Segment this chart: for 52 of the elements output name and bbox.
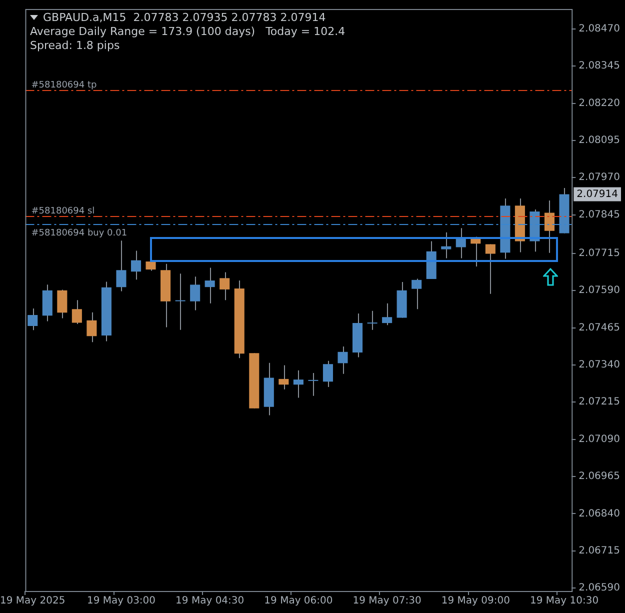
x-tick-label: 19 May 10:30 (530, 596, 599, 607)
ref-line-label: #58180694 buy 0.01 (31, 228, 128, 238)
candlestick (86, 312, 97, 343)
candlestick (366, 310, 378, 330)
y-tick-label: 2.07340 (578, 360, 620, 371)
candlestick (308, 372, 319, 396)
y-tick-label: 2.07715 (578, 248, 620, 260)
candlestick (72, 300, 82, 324)
y-tick-label: 2.08220 (578, 98, 620, 109)
candlestick (130, 250, 142, 280)
candlestick (441, 232, 452, 259)
y-tick-label: 2.08095 (578, 135, 620, 146)
text: 2.07914 (576, 188, 618, 200)
y-tick-label: 2.07590 (578, 285, 620, 296)
candlestick (116, 240, 126, 292)
candlestick (470, 236, 481, 268)
annotation: Spread: 1.8 pips (30, 39, 121, 53)
y-tick-label: 2.08470 (578, 24, 620, 35)
y-tick-label: 2.06840 (578, 508, 620, 520)
candlestick (57, 289, 68, 319)
candlestick (322, 360, 334, 388)
y-tick-label: 2.06965 (578, 471, 620, 482)
chart-title: GBPAUD.a,M15 2.07783 2.07935 2.07783 2.07914 (42, 11, 327, 25)
x-tick-label: 19 May 09:00 (441, 596, 510, 607)
x-tick-label: 19 May 06:00 (264, 596, 333, 607)
candlestick (293, 370, 304, 398)
candlestick (278, 364, 289, 390)
y-tick-label: 2.08345 (578, 60, 620, 72)
y-tick-label: 2.06590 (578, 582, 620, 594)
candlestick (382, 302, 392, 326)
candlestick (174, 273, 186, 330)
x-tick-label: 19 May 04:30 (176, 596, 244, 607)
candlestick (220, 272, 230, 301)
ref-line-label: #58180694 tp (31, 80, 97, 90)
y-tick-label: 2.06715 (578, 545, 620, 556)
y-tick-label: 2.07090 (578, 434, 620, 445)
candlestick (204, 267, 215, 304)
y-tick-label: 2.07970 (578, 172, 620, 184)
ref-line-label: #58180694 sl (31, 206, 95, 216)
x-tick-label: 19 May 2025 (0, 596, 66, 607)
x-tick-label: 19 May 07:30 (352, 596, 422, 607)
candlestick (412, 278, 422, 310)
candlestick (544, 200, 555, 254)
y-tick-label: 2.07215 (578, 396, 620, 408)
candlestick (338, 346, 348, 374)
annotation: Average Daily Range = 173.9 (100 days) Today = 102.4 (30, 25, 346, 39)
candlestick (28, 308, 38, 331)
candlestick (485, 244, 496, 294)
candlestick (190, 276, 200, 311)
y-tick-label: 2.07465 (578, 322, 620, 334)
x-tick-label: 19 May 03:00 (86, 596, 156, 607)
y-tick-label: 2.07845 (578, 209, 620, 220)
